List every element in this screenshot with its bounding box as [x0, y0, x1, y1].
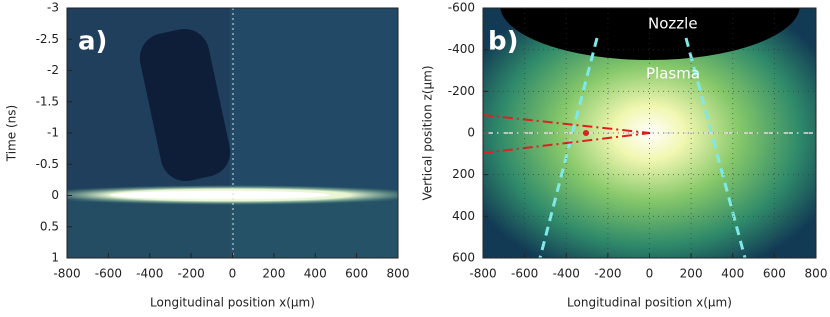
x-tick-label: 600 — [763, 267, 786, 281]
image-a — [67, 8, 398, 258]
x-tick-label: 400 — [304, 267, 327, 281]
x-tick-label: 400 — [721, 267, 744, 281]
x-tick-label: 600 — [345, 267, 368, 281]
x-tick-label: 0 — [229, 267, 237, 281]
x-tick-label: 800 — [387, 267, 410, 281]
y-tick-label: 0 — [51, 188, 59, 202]
y-tick-label: 1 — [51, 251, 59, 265]
y-tick-label: -2 — [47, 63, 59, 77]
x-axis-label: Longitudinal position x(μm) — [150, 296, 315, 310]
y-tick-label: -200 — [448, 84, 475, 98]
y-axis-label: Time (ns) — [5, 105, 19, 162]
x-tick-label: -800 — [469, 267, 496, 281]
y-tick-label: 0 — [467, 126, 475, 140]
x-tick-label: -200 — [178, 267, 205, 281]
y-axis-label: Vertical position z(μm) — [421, 65, 435, 200]
annotation: b) — [488, 27, 519, 57]
y-tick-label: 600 — [452, 251, 475, 265]
annotation: Plasma — [646, 65, 700, 83]
annotation: a) — [78, 27, 107, 57]
x-tick-label: 0 — [646, 267, 654, 281]
y-tick-label: -0.5 — [36, 157, 59, 171]
x-tick-label: -400 — [553, 267, 580, 281]
x-tick-label: -200 — [594, 267, 621, 281]
y-tick-label: -2.5 — [36, 32, 59, 46]
x-tick-label: -800 — [53, 267, 80, 281]
y-tick-label: -3 — [47, 1, 59, 15]
x-axis-label: Longitudinal position x(μm) — [567, 296, 732, 310]
x-tick-label: -600 — [511, 267, 538, 281]
y-tick-label: 400 — [452, 209, 475, 223]
y-tick-label: 200 — [452, 167, 475, 181]
annotation: Nozzle — [648, 15, 698, 33]
y-tick-label: -400 — [448, 42, 475, 56]
y-tick-label: -1 — [47, 126, 59, 140]
x-tick-label: -600 — [95, 267, 122, 281]
x-tick-label: 200 — [262, 267, 285, 281]
x-tick-label: -400 — [136, 267, 163, 281]
y-tick-label: -1.5 — [36, 94, 59, 108]
x-tick-label: 800 — [805, 267, 828, 281]
y-tick-label: -600 — [448, 1, 475, 15]
y-tick-label: 0.5 — [40, 219, 59, 233]
x-tick-label: 200 — [680, 267, 703, 281]
